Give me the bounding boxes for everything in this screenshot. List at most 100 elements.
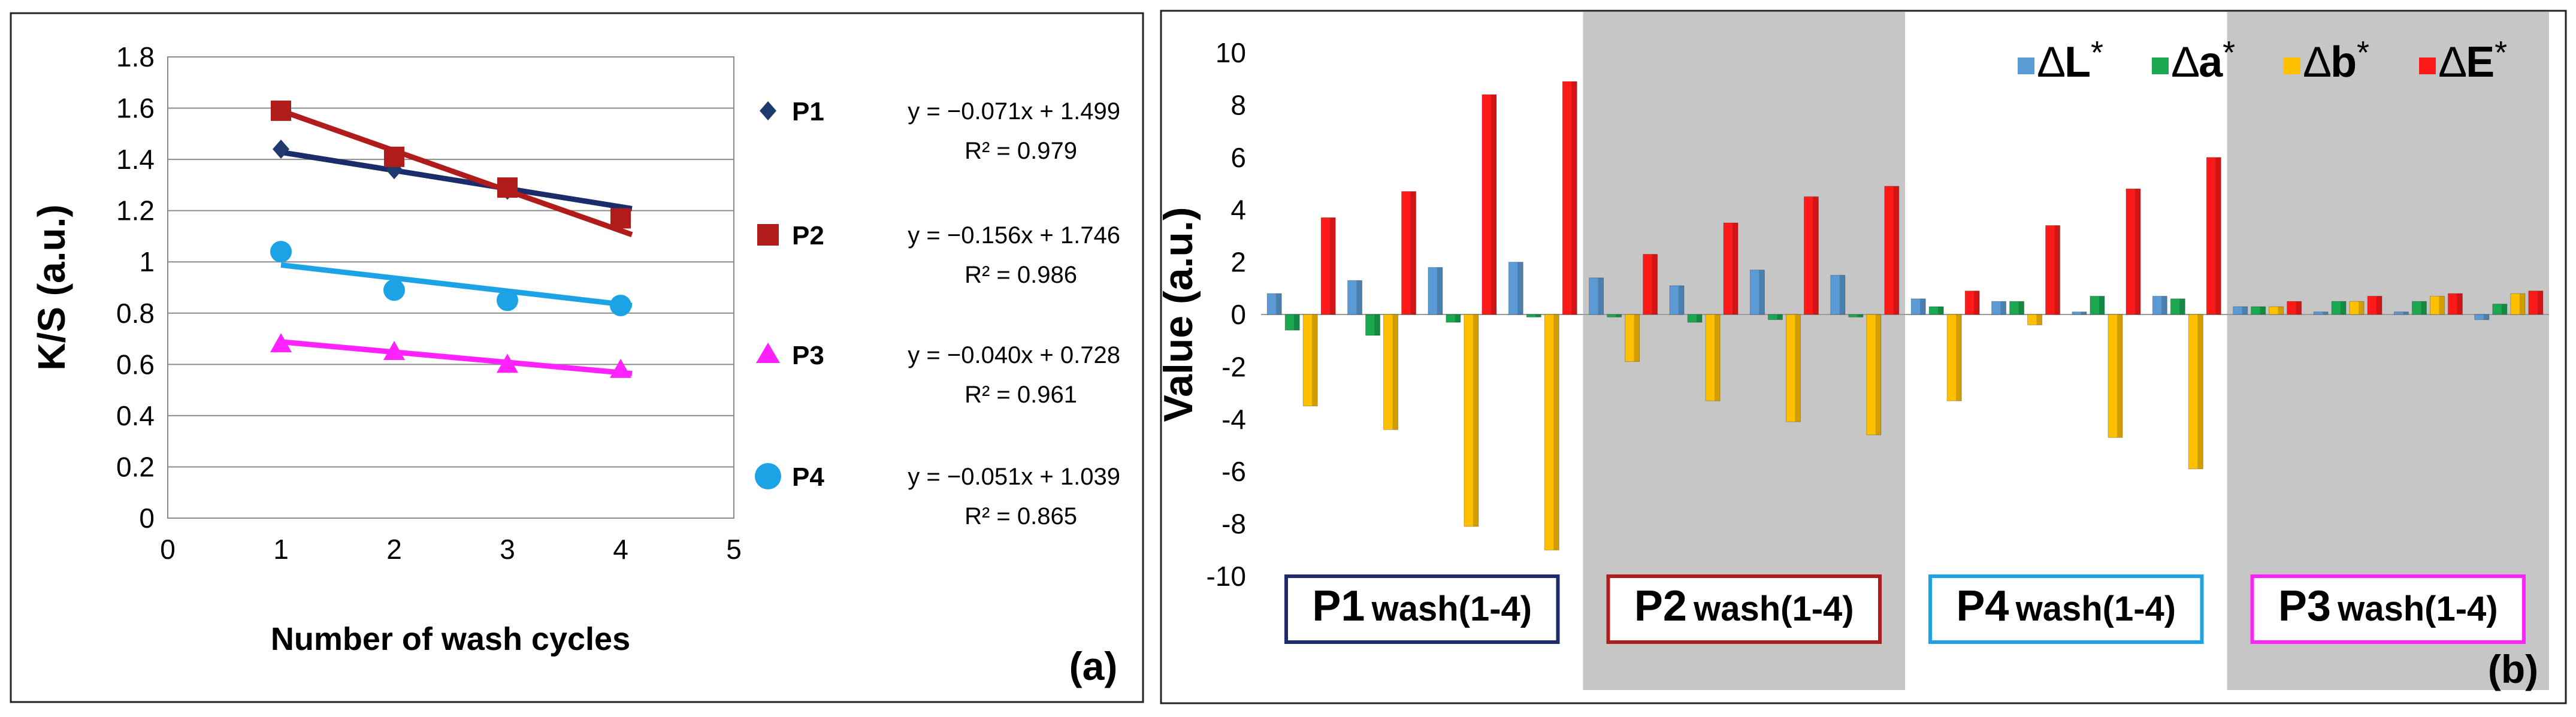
bar-body [1320, 217, 1336, 315]
group-suffix: wash(1‑4) [1371, 589, 1532, 628]
y-tick-label: -2 [1222, 351, 1246, 382]
group-gap [2009, 600, 2015, 626]
bar-side-shade [2376, 296, 2383, 314]
bar-body [1428, 267, 1443, 315]
bar-body [2233, 306, 2248, 315]
group-name: P2 [1634, 582, 1687, 630]
y-tick-label: 0 [139, 503, 155, 534]
bar-body [1365, 314, 1381, 336]
y-tick-label: 1 [139, 246, 155, 277]
bar-body [2269, 306, 2284, 315]
bar-body [2188, 314, 2203, 470]
bar-side-shade [2215, 157, 2221, 314]
bar-body [2510, 293, 2526, 315]
bar-side-shade [2483, 314, 2489, 320]
bar-p3-wash2-l [2313, 311, 2329, 315]
bar-p2-wash2-b [1705, 314, 1721, 401]
bar-p4-wash3-l [2072, 311, 2087, 315]
bar-p3-wash4-a [2492, 304, 2508, 315]
legend-swatch-b [2284, 58, 2300, 74]
legend-letter: a [2199, 38, 2223, 86]
bar-p2-wash4-e [1884, 186, 1900, 315]
panel-a-x-tick-labels: 0 1 2 3 4 5 [160, 534, 742, 565]
panel-b-label: (b) [2488, 647, 2538, 691]
bar-side-shade [1535, 314, 1541, 317]
bar-side-shade [1678, 285, 1685, 314]
bar-side-shade [1571, 81, 1577, 314]
bar-body [1625, 314, 1640, 362]
bar-body [1643, 253, 1658, 315]
bar-side-shade [1553, 314, 1559, 550]
r-squared-p2: R² = 0.986 [965, 262, 1077, 288]
bar-p2-wash3-e [1803, 196, 1819, 315]
y-tick-label: -8 [1222, 509, 1246, 540]
bar-body [1401, 191, 1417, 315]
bar-p4-wash1-b [1946, 314, 1962, 401]
legend-label-p4: P4 [792, 462, 824, 492]
bar-body [2492, 304, 2508, 315]
legend-label-p3: P3 [792, 341, 824, 370]
bar-side-shade [1294, 314, 1300, 331]
legend-star: * [2495, 35, 2507, 71]
bar-p4-wash3-e [2125, 188, 2141, 315]
bar-side-shade [1813, 196, 1819, 314]
group-suffix: wash(1‑4) [1693, 589, 1854, 628]
bar-side-shade [1938, 306, 1944, 314]
y-tick-label: -10 [1207, 561, 1246, 592]
bar-side-shade [2501, 304, 2507, 314]
bar-body [2009, 301, 2025, 315]
legend-delta: ∆ [2304, 38, 2330, 86]
marker-p3 [497, 353, 518, 373]
bar-p4-wash2-e [2045, 225, 2061, 315]
bar-side-shade [2117, 314, 2123, 438]
bar-side-shade [1652, 254, 1658, 314]
bar-side-shade [2322, 311, 2329, 314]
bar-body [1848, 314, 1864, 317]
bar-body [2474, 314, 2490, 320]
legend-marker-p1 [760, 101, 776, 120]
marker-p4 [497, 289, 518, 311]
bar-side-shade [2054, 225, 2060, 314]
bar-p3-wash2-e [2367, 295, 2383, 315]
bar-side-shade [1634, 314, 1640, 362]
bar-body [1884, 186, 1900, 315]
bar-p4-wash2-b [2027, 314, 2043, 325]
bar-side-shade [1732, 223, 1739, 314]
legend-marker-p3 [756, 343, 780, 363]
panel-a-trendlines [280, 108, 633, 377]
bar-p1-wash1-e [1320, 217, 1336, 315]
x-tick-label: 3 [500, 534, 515, 565]
bar-body [1785, 314, 1801, 422]
bar-side-shade [1777, 314, 1783, 320]
bar-side-shade [1839, 275, 1845, 314]
bar-body [1803, 196, 1819, 315]
bar-side-shade [2296, 301, 2302, 314]
marker-p4 [383, 279, 405, 301]
marker-p2 [384, 146, 404, 167]
legend-label-a: ∆a* [2172, 35, 2235, 86]
bar-body [1347, 280, 1363, 315]
bar-p2-wash3-a [1767, 314, 1783, 320]
group-suffix: wash(1‑4) [2337, 589, 2498, 628]
bar-side-shade [1598, 277, 1604, 314]
bar-side-shade [1410, 191, 1416, 314]
bar-body [2045, 225, 2061, 315]
y-tick-label: 1.4 [116, 144, 155, 175]
bar-body [2331, 301, 2347, 315]
bar-p2-wash3-l [1749, 270, 1765, 315]
bar-body [2206, 157, 2221, 315]
legend-marker-p4 [755, 463, 781, 489]
legend-letter: E [2466, 38, 2495, 86]
x-tick-label: 2 [386, 534, 402, 565]
bar-p4-wash4-b [2188, 314, 2203, 470]
bar-p1-wash3-a [1446, 314, 1461, 323]
bar-p1-wash3-l [1428, 267, 1443, 315]
marker-p2 [271, 100, 291, 121]
bar-p1-wash3-b [1464, 314, 1479, 527]
bar-body [2411, 301, 2427, 315]
y-tick-label: 1.8 [116, 41, 155, 72]
marker-p2 [497, 177, 518, 198]
group-label-p3: P3 wash(1‑4) [2278, 582, 2498, 630]
bar-body [1526, 314, 1541, 317]
group-gap [2331, 600, 2338, 626]
